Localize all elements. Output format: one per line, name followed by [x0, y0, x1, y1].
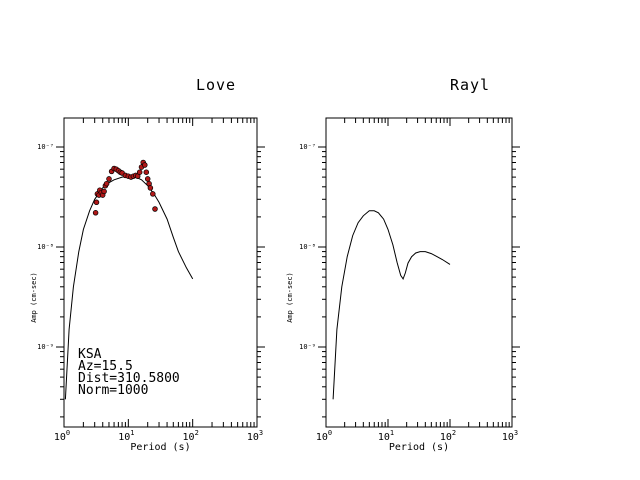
love-panel: Love 100 101 102 103 Period (s) 10⁻⁹ 10⁻⁸ 10⁻⁷ Am… [30, 76, 265, 453]
observed-data-point [136, 169, 143, 175]
x-tick-label: 100 [54, 429, 70, 443]
x-tick-label: 103 [247, 429, 263, 443]
x-tick-label: 101 [378, 429, 394, 443]
observed-data-point [101, 188, 107, 195]
x-tick-label: 101 [118, 429, 134, 443]
x-tick-label: 100 [316, 429, 332, 443]
x-tick-label: 103 [502, 429, 518, 443]
y-tick-label: 10⁻⁸ [299, 243, 316, 251]
observed-data-point [92, 210, 99, 216]
observed-data-point [103, 180, 110, 187]
annotation-line: Az=15.5 [78, 359, 133, 374]
observed-data-point [143, 169, 150, 175]
observed-data-point [147, 185, 154, 191]
observed-data-point [93, 199, 100, 206]
y-tick-label: 10⁻⁹ [299, 343, 316, 351]
annotation-line: Dist=310.5800 [78, 371, 180, 386]
observed-data-point [142, 162, 148, 168]
y-tick-label: 10⁻⁹ [37, 343, 54, 351]
observed-data-point [144, 176, 151, 182]
y-tick-label: 10⁻⁸ [37, 243, 54, 251]
chart-title: Rayl [450, 76, 490, 94]
plot-frame [325, 117, 513, 428]
rayleigh-panel: Rayl 100 101 102 103 Period (s) 10⁻⁹ 10⁻⁸ 10⁻⁷ Am… [286, 76, 520, 453]
y-tick-label: 10⁻⁷ [37, 143, 54, 151]
x-tick-label: 102 [440, 429, 456, 443]
annotation-line: Norm=1000 [78, 383, 148, 398]
x-axis-label: Period (s) [130, 442, 190, 453]
y-tick-label: 10⁻⁷ [299, 143, 316, 151]
y-axis-label: Amp (cm-sec) [286, 272, 294, 323]
observed-data-point [150, 191, 156, 197]
x-tick-label: 102 [183, 429, 199, 443]
plot-frame [63, 117, 258, 428]
y-axis-label: Amp (cm-sec) [30, 272, 38, 323]
observed-data-point [152, 206, 158, 212]
annotation-line: KSA [78, 347, 102, 362]
observed-data-point [106, 176, 112, 182]
model-curve [332, 210, 451, 400]
chart-title: Love [196, 76, 236, 94]
x-axis-label: Period (s) [389, 442, 449, 453]
